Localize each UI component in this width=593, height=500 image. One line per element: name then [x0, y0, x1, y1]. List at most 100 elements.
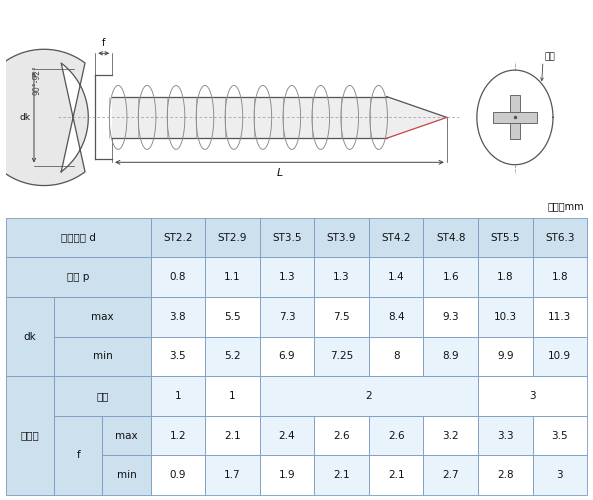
Text: 3: 3 [556, 470, 563, 480]
Bar [423, 336, 478, 376]
Bar [478, 456, 533, 495]
Bar [533, 416, 587, 456]
Text: 3.2: 3.2 [442, 430, 459, 440]
Bar [369, 297, 423, 337]
Text: 1.3: 1.3 [279, 272, 295, 282]
Bar [533, 218, 587, 258]
Text: max: max [91, 312, 114, 322]
Text: ST2.2: ST2.2 [163, 232, 193, 242]
Bar [533, 297, 587, 337]
Text: ST5.5: ST5.5 [490, 232, 520, 242]
Text: 5.2: 5.2 [224, 352, 241, 362]
Bar [6, 297, 54, 376]
Bar [6, 376, 54, 495]
Text: 单位：mm: 单位：mm [547, 201, 584, 211]
Text: 3.3: 3.3 [497, 430, 514, 440]
Bar [151, 456, 205, 495]
Bar [493, 112, 537, 122]
Text: 1.1: 1.1 [224, 272, 241, 282]
Bar [205, 456, 260, 495]
Text: 5.5: 5.5 [224, 312, 241, 322]
Text: 8.9: 8.9 [442, 352, 459, 362]
Bar [478, 416, 533, 456]
Bar [151, 416, 205, 456]
Text: 6.9: 6.9 [279, 352, 295, 362]
Text: 2.8: 2.8 [497, 470, 514, 480]
Text: 槽号: 槽号 [545, 53, 556, 62]
Bar [423, 258, 478, 297]
Bar [54, 336, 151, 376]
Bar [205, 336, 260, 376]
Bar [205, 218, 260, 258]
Text: ST3.9: ST3.9 [327, 232, 356, 242]
Text: 2.1: 2.1 [388, 470, 404, 480]
Text: 8.4: 8.4 [388, 312, 404, 322]
Text: 2.1: 2.1 [224, 430, 241, 440]
Text: 7.5: 7.5 [333, 312, 350, 322]
Text: 1.9: 1.9 [279, 470, 295, 480]
Text: ST6.3: ST6.3 [545, 232, 575, 242]
Bar [6, 258, 151, 297]
Text: 1: 1 [174, 391, 181, 401]
Text: 公称直径 d: 公称直径 d [61, 232, 95, 242]
Text: 10.3: 10.3 [494, 312, 517, 322]
Text: 0.9: 0.9 [170, 470, 186, 480]
Text: f: f [102, 38, 106, 48]
Text: 1.8: 1.8 [497, 272, 514, 282]
Text: 1.7: 1.7 [224, 470, 241, 480]
Text: ST3.5: ST3.5 [272, 232, 302, 242]
Bar [314, 456, 369, 495]
Bar [478, 218, 533, 258]
Bar [478, 258, 533, 297]
Bar [533, 456, 587, 495]
Bar [151, 376, 205, 416]
Bar [260, 336, 314, 376]
Bar [151, 336, 205, 376]
Bar [314, 336, 369, 376]
Text: L: L [276, 168, 283, 178]
Bar [314, 258, 369, 297]
Bar [103, 416, 151, 456]
Bar [260, 416, 314, 456]
Bar [151, 297, 205, 337]
Bar [205, 258, 260, 297]
Bar [533, 258, 587, 297]
Text: 9.3: 9.3 [442, 312, 459, 322]
Bar [478, 376, 587, 416]
Text: 90°-92°: 90°-92° [33, 66, 42, 96]
Bar [423, 297, 478, 337]
Text: 3.5: 3.5 [170, 352, 186, 362]
Bar [260, 258, 314, 297]
Bar [423, 456, 478, 495]
Text: 十字槽: 十字槽 [21, 430, 39, 440]
Text: 3.5: 3.5 [551, 430, 568, 440]
Text: min: min [93, 352, 112, 362]
Bar [103, 456, 151, 495]
Text: max: max [115, 430, 138, 440]
Bar [533, 336, 587, 376]
Bar [205, 376, 260, 416]
Bar [260, 218, 314, 258]
Text: 3: 3 [529, 391, 536, 401]
Bar [423, 218, 478, 258]
Bar [260, 376, 478, 416]
Text: f: f [76, 450, 80, 460]
Text: 1: 1 [229, 391, 236, 401]
Bar [510, 96, 520, 140]
Bar [151, 218, 205, 258]
Text: ST2.9: ST2.9 [218, 232, 247, 242]
Text: 槽号: 槽号 [96, 391, 109, 401]
Text: 7.25: 7.25 [330, 352, 353, 362]
Bar [54, 297, 151, 337]
Text: 3.8: 3.8 [170, 312, 186, 322]
Bar [314, 416, 369, 456]
Bar [369, 258, 423, 297]
Bar [6, 218, 151, 258]
Text: 1.3: 1.3 [333, 272, 350, 282]
Bar [478, 336, 533, 376]
Text: 1.4: 1.4 [388, 272, 404, 282]
Bar [478, 297, 533, 337]
Text: 2.1: 2.1 [333, 470, 350, 480]
Bar [260, 297, 314, 337]
Text: 11.3: 11.3 [548, 312, 572, 322]
